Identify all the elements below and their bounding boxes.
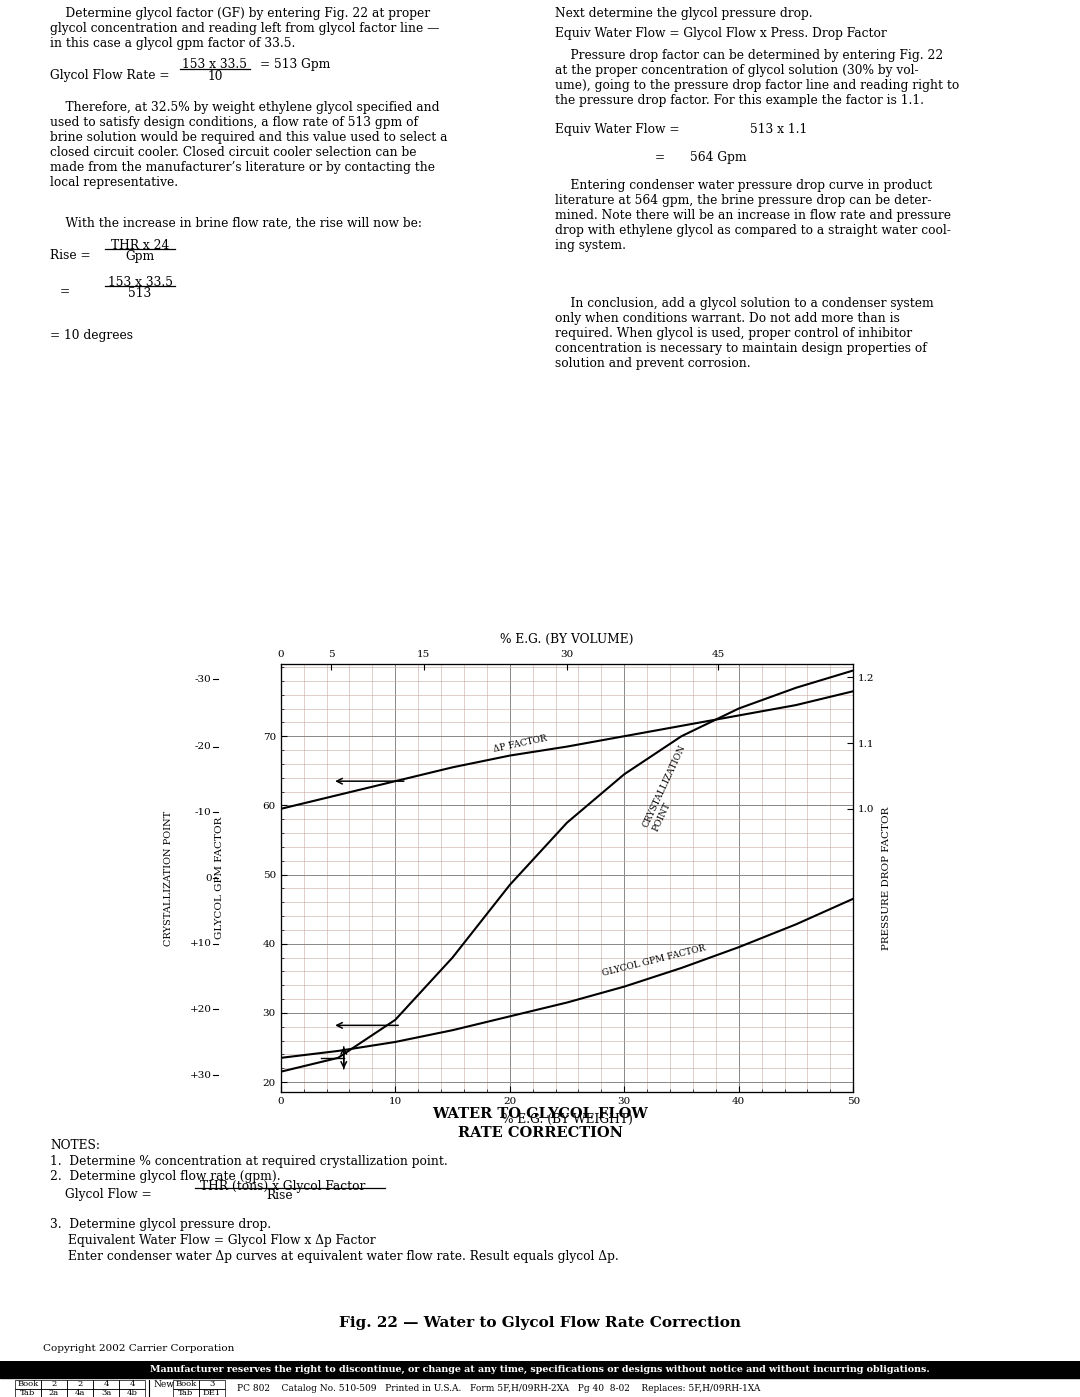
Text: With the increase in brine flow rate, the rise will now be:: With the increase in brine flow rate, th… (50, 217, 422, 231)
Text: GLYCOL GPM FACTOR: GLYCOL GPM FACTOR (602, 944, 706, 978)
Y-axis label: PRESSURE DROP FACTOR: PRESSURE DROP FACTOR (881, 806, 891, 950)
Text: Glycol Flow Rate =: Glycol Flow Rate = (50, 68, 174, 82)
Text: Rise: Rise (267, 1189, 294, 1203)
Text: Gpm: Gpm (125, 250, 154, 263)
Bar (199, 1389, 225, 1397)
Text: 564 Gpm: 564 Gpm (690, 151, 746, 163)
Text: Equivalent Water Flow = Glycol Flow x Δp Factor: Equivalent Water Flow = Glycol Flow x Δp… (68, 1235, 376, 1248)
Bar (93, 1389, 119, 1397)
Text: Enter condenser water Δp curves at equivalent water flow rate. Result equals gly: Enter condenser water Δp curves at equiv… (68, 1250, 619, 1263)
Text: 3: 3 (210, 1380, 215, 1389)
Text: Glycol Flow =: Glycol Flow = (65, 1189, 156, 1201)
Text: Next determine the glycol pressure drop.: Next determine the glycol pressure drop. (555, 7, 812, 20)
Text: 3a: 3a (100, 1390, 111, 1397)
Bar (41, 1389, 67, 1397)
Bar (0, 1361, 1080, 1377)
Text: NOTES:: NOTES: (50, 1139, 100, 1151)
Bar (93, 1380, 119, 1389)
Text: THR x 24: THR x 24 (111, 239, 170, 251)
Bar (41, 1380, 67, 1389)
Text: Entering condenser water pressure drop curve in product
literature at 564 gpm, t: Entering condenser water pressure drop c… (555, 179, 951, 251)
Text: =: = (654, 151, 665, 163)
Text: 2a: 2a (49, 1390, 59, 1397)
Text: +20: +20 (190, 1004, 212, 1014)
Text: -30: -30 (194, 675, 212, 685)
Text: 0: 0 (205, 873, 212, 883)
Text: PC 802    Catalog No. 510-509   Printed in U.S.A.   Form 5F,H/09RH-2XA   Pg 40  : PC 802 Catalog No. 510-509 Printed in U.… (237, 1384, 760, 1393)
Text: 3.  Determine glycol pressure drop.: 3. Determine glycol pressure drop. (50, 1218, 271, 1231)
Text: -20: -20 (194, 742, 212, 752)
Text: CRYSTALLIZATION
POINT: CRYSTALLIZATION POINT (642, 743, 697, 833)
Text: Determine glycol factor (GF) by entering Fig. 22 at proper
glycol concentration : Determine glycol factor (GF) by entering… (50, 7, 440, 50)
Bar (67, 1380, 93, 1389)
Text: Book: Book (17, 1380, 39, 1389)
Text: +10: +10 (190, 939, 212, 949)
Text: DE1: DE1 (203, 1390, 221, 1397)
Text: Copyright 2002 Carrier Corporation: Copyright 2002 Carrier Corporation (43, 1344, 234, 1352)
Text: 4: 4 (130, 1380, 135, 1389)
X-axis label: % E.G. (BY WEIGHT): % E.G. (BY WEIGHT) (501, 1113, 633, 1126)
Text: -10: -10 (194, 807, 212, 817)
Text: Manufacturer reserves the right to discontinue, or change at any time, specifica: Manufacturer reserves the right to disco… (150, 1365, 930, 1373)
Text: 2: 2 (78, 1380, 83, 1389)
Bar (173, 1380, 199, 1389)
Bar (119, 1389, 145, 1397)
Bar (199, 1380, 225, 1389)
Text: THR (tons) x Glycol Factor: THR (tons) x Glycol Factor (200, 1180, 365, 1193)
Y-axis label: GLYCOL GPM FACTOR: GLYCOL GPM FACTOR (215, 817, 224, 939)
Bar (119, 1380, 145, 1389)
Text: Tab: Tab (21, 1390, 36, 1397)
Text: ΔP FACTOR: ΔP FACTOR (492, 733, 548, 753)
Text: 1.  Determine % concentration at required crystallization point.: 1. Determine % concentration at required… (50, 1154, 448, 1168)
Bar (15, 1380, 41, 1389)
Text: 4: 4 (104, 1380, 109, 1389)
Text: Fig. 22 — Water to Glycol Flow Rate Correction: Fig. 22 — Water to Glycol Flow Rate Corr… (339, 1316, 741, 1330)
Text: 513: 513 (129, 286, 151, 300)
Text: Rise =: Rise = (50, 249, 95, 261)
Text: 4b: 4b (126, 1390, 137, 1397)
Bar (15, 1389, 41, 1397)
Bar (173, 1389, 199, 1397)
Text: 10: 10 (207, 70, 222, 82)
Text: = 513 Gpm: = 513 Gpm (260, 59, 330, 71)
Text: WATER TO GLYCOL FLOW
RATE CORRECTION: WATER TO GLYCOL FLOW RATE CORRECTION (432, 1108, 648, 1140)
Text: 2: 2 (52, 1380, 56, 1389)
Text: 153 x 33.5: 153 x 33.5 (183, 57, 247, 71)
Text: 2.  Determine glycol flow rate (gpm).: 2. Determine glycol flow rate (gpm). (50, 1171, 281, 1183)
Text: New: New (153, 1380, 174, 1389)
Bar (67, 1389, 93, 1397)
Text: Book: Book (175, 1380, 197, 1389)
Text: Pressure drop factor can be determined by entering Fig. 22
at the proper concent: Pressure drop factor can be determined b… (555, 49, 959, 108)
Text: +30: +30 (190, 1070, 212, 1080)
Text: Equiv Water Flow =: Equiv Water Flow = (555, 123, 684, 136)
Text: Tab: Tab (178, 1390, 193, 1397)
Text: =: = (60, 285, 70, 298)
Text: = 10 degrees: = 10 degrees (50, 328, 133, 342)
X-axis label: % E.G. (BY VOLUME): % E.G. (BY VOLUME) (500, 633, 634, 645)
Text: 513 x 1.1: 513 x 1.1 (750, 123, 807, 136)
Text: In conclusion, add a glycol solution to a condenser system
only when conditions : In conclusion, add a glycol solution to … (555, 296, 934, 370)
Text: CRYSTALLIZATION POINT: CRYSTALLIZATION POINT (164, 810, 173, 946)
Text: Equiv Water Flow = Glycol Flow x Press. Drop Factor: Equiv Water Flow = Glycol Flow x Press. … (555, 27, 887, 41)
Text: 153 x 33.5: 153 x 33.5 (108, 275, 173, 289)
Text: Therefore, at 32.5% by weight ethylene glycol specified and
used to satisfy desi: Therefore, at 32.5% by weight ethylene g… (50, 101, 447, 189)
Text: 4a: 4a (75, 1390, 85, 1397)
